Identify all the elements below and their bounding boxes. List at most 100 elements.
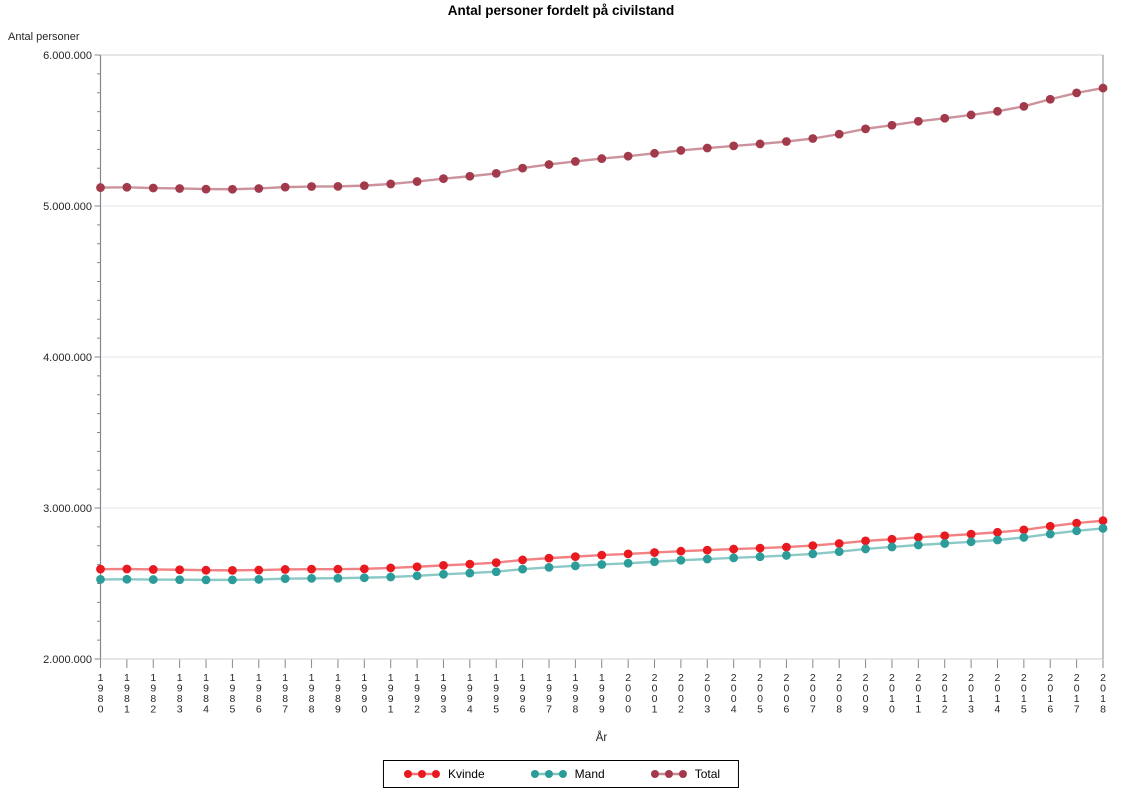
data-point-mand (597, 560, 607, 569)
data-point-mand (491, 567, 501, 577)
data-point-mand (570, 561, 580, 571)
data-point-kvinde (412, 562, 422, 572)
data-point-kvinde (280, 565, 290, 574)
data-point-total (122, 182, 132, 192)
data-point-total (570, 157, 580, 166)
data-point-mand (122, 574, 132, 584)
data-point-total (755, 139, 765, 149)
legend-marker-mand (530, 770, 567, 778)
data-point-kvinde (201, 565, 211, 575)
data-point-kvinde (439, 560, 448, 570)
data-point-mand (412, 571, 422, 581)
chart-canvas: 2.000.000 3.000.000 4.000.000 5.000.000 6.00… (43, 50, 1108, 716)
data-point-total (412, 177, 422, 186)
data-point-mand (940, 539, 950, 548)
data-point-kvinde (1045, 521, 1055, 531)
data-point-total (491, 168, 501, 178)
data-point-mand (544, 562, 554, 572)
data-point-kvinde (913, 532, 923, 542)
data-point-mand (518, 564, 528, 574)
data-point-total (597, 154, 607, 163)
data-point-kvinde (1098, 516, 1108, 526)
data-point-mand (228, 575, 237, 585)
data-point-mand (729, 553, 739, 563)
data-point-mand (280, 574, 290, 584)
data-point-total (228, 184, 237, 194)
legend-item-kvinde: Kvinde (402, 767, 485, 781)
data-point-kvinde (96, 564, 105, 574)
data-point-total (808, 134, 818, 143)
data-point-total (544, 160, 554, 169)
data-point-mand (650, 557, 659, 567)
data-point-kvinde (966, 529, 976, 539)
data-point-kvinde (1072, 518, 1082, 528)
data-point-kvinde (861, 536, 870, 546)
data-point-mand (1045, 529, 1055, 539)
data-point-mand (887, 542, 897, 552)
data-point-total (518, 163, 528, 173)
data-point-total (1045, 94, 1055, 104)
data-point-total (465, 171, 475, 181)
data-point-total (1019, 101, 1029, 111)
data-point-total (307, 182, 316, 191)
legend-item-total: Total (649, 767, 720, 781)
data-point-kvinde (228, 565, 237, 575)
data-point-total (175, 184, 185, 193)
data-point-mand (386, 572, 396, 582)
data-point-mand (676, 555, 686, 565)
data-point-kvinde (122, 564, 132, 574)
data-point-total (676, 146, 686, 155)
data-point-mand (96, 575, 105, 584)
series-line-total (100, 86, 1104, 191)
data-point-mand (465, 568, 475, 578)
data-point-kvinde (729, 544, 739, 554)
data-point-mand (782, 551, 791, 560)
y-tick-label: 4.000.000 (43, 352, 92, 364)
data-point-kvinde (307, 564, 316, 574)
data-point-total (359, 181, 369, 191)
data-point-mand (834, 547, 844, 557)
legend-marker-kvinde (403, 770, 440, 778)
data-point-kvinde (782, 542, 791, 552)
data-point-total (280, 182, 290, 192)
data-point-kvinde (993, 527, 1002, 537)
data-point-kvinde (386, 563, 396, 573)
data-point-total (913, 116, 923, 126)
data-point-kvinde (755, 543, 765, 553)
data-point-total (439, 174, 448, 184)
legend-marker-total (650, 770, 687, 778)
data-point-total (1072, 88, 1082, 98)
data-point-total (1098, 83, 1108, 93)
data-point-kvinde (597, 550, 607, 560)
x-axis-title: År (595, 732, 608, 744)
data-point-kvinde (676, 546, 686, 556)
data-point-total (201, 184, 211, 194)
data-point-kvinde (808, 541, 818, 550)
data-point-mand (1098, 523, 1108, 533)
data-point-total (702, 143, 712, 153)
data-point-total (650, 148, 659, 158)
legend: Kvinde Mand Total (382, 760, 740, 788)
